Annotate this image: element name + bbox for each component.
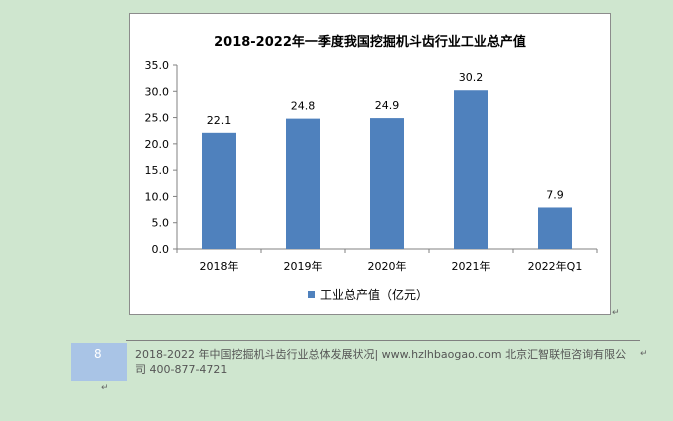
x-tick-label: 2019年 (284, 259, 323, 273)
x-tick-label: 2018年 (200, 259, 239, 273)
bar (454, 90, 488, 249)
y-tick-label: 20.0 (145, 138, 170, 151)
plot-area: 0.0 5.0 10.0 15.0 20.0 25.0 30.0 35.0 22.1 2018年 2… (145, 59, 598, 302)
data-label: 24.8 (291, 100, 316, 113)
x-tick-label: 2022年Q1 (528, 259, 583, 273)
data-label: 22.1 (207, 114, 232, 127)
y-tick-label: 0.0 (152, 243, 170, 256)
legend-swatch (308, 291, 315, 298)
page-number-box (71, 343, 127, 381)
paragraph-mark-icon: ↵ (640, 349, 648, 359)
legend-label: 工业总产值（亿元） (320, 287, 428, 302)
bar (286, 118, 320, 249)
footer-text: 2018-2022 年中国挖掘机斗齿行业总体发展状况| www.hzlhbaog… (135, 348, 627, 376)
y-tick-label: 25.0 (145, 112, 170, 125)
page-number: 8 (94, 347, 102, 361)
bar-chart: 2018-2022年一季度我国挖掘机斗齿行业工业总产值 0.0 5.0 10.0 15… (145, 34, 598, 302)
y-tick-label: 30.0 (145, 85, 170, 98)
bar (370, 118, 404, 250)
bar (202, 132, 236, 249)
chart-frame: 2018-2022年一季度我国挖掘机斗齿行业工业总产值 0.0 5.0 10.0 15… (129, 13, 611, 315)
data-label: 30.2 (459, 71, 484, 84)
footer-rule (126, 340, 640, 341)
paragraph-mark-icon: ↵ (101, 383, 109, 393)
y-tick-label: 5.0 (152, 217, 170, 230)
y-tick-label: 35.0 (145, 59, 170, 72)
data-label: 24.9 (375, 99, 400, 112)
x-tick-label: 2020年 (368, 259, 407, 273)
x-tick-label: 2021年 (452, 259, 491, 273)
y-tick-label: 15.0 (145, 164, 170, 177)
bar (538, 207, 572, 249)
paragraph-mark-icon: ↵ (612, 308, 620, 318)
chart-title: 2018-2022年一季度我国挖掘机斗齿行业工业总产值 (214, 34, 526, 50)
y-tick-label: 10.0 (145, 190, 170, 203)
data-label: 7.9 (546, 188, 564, 201)
